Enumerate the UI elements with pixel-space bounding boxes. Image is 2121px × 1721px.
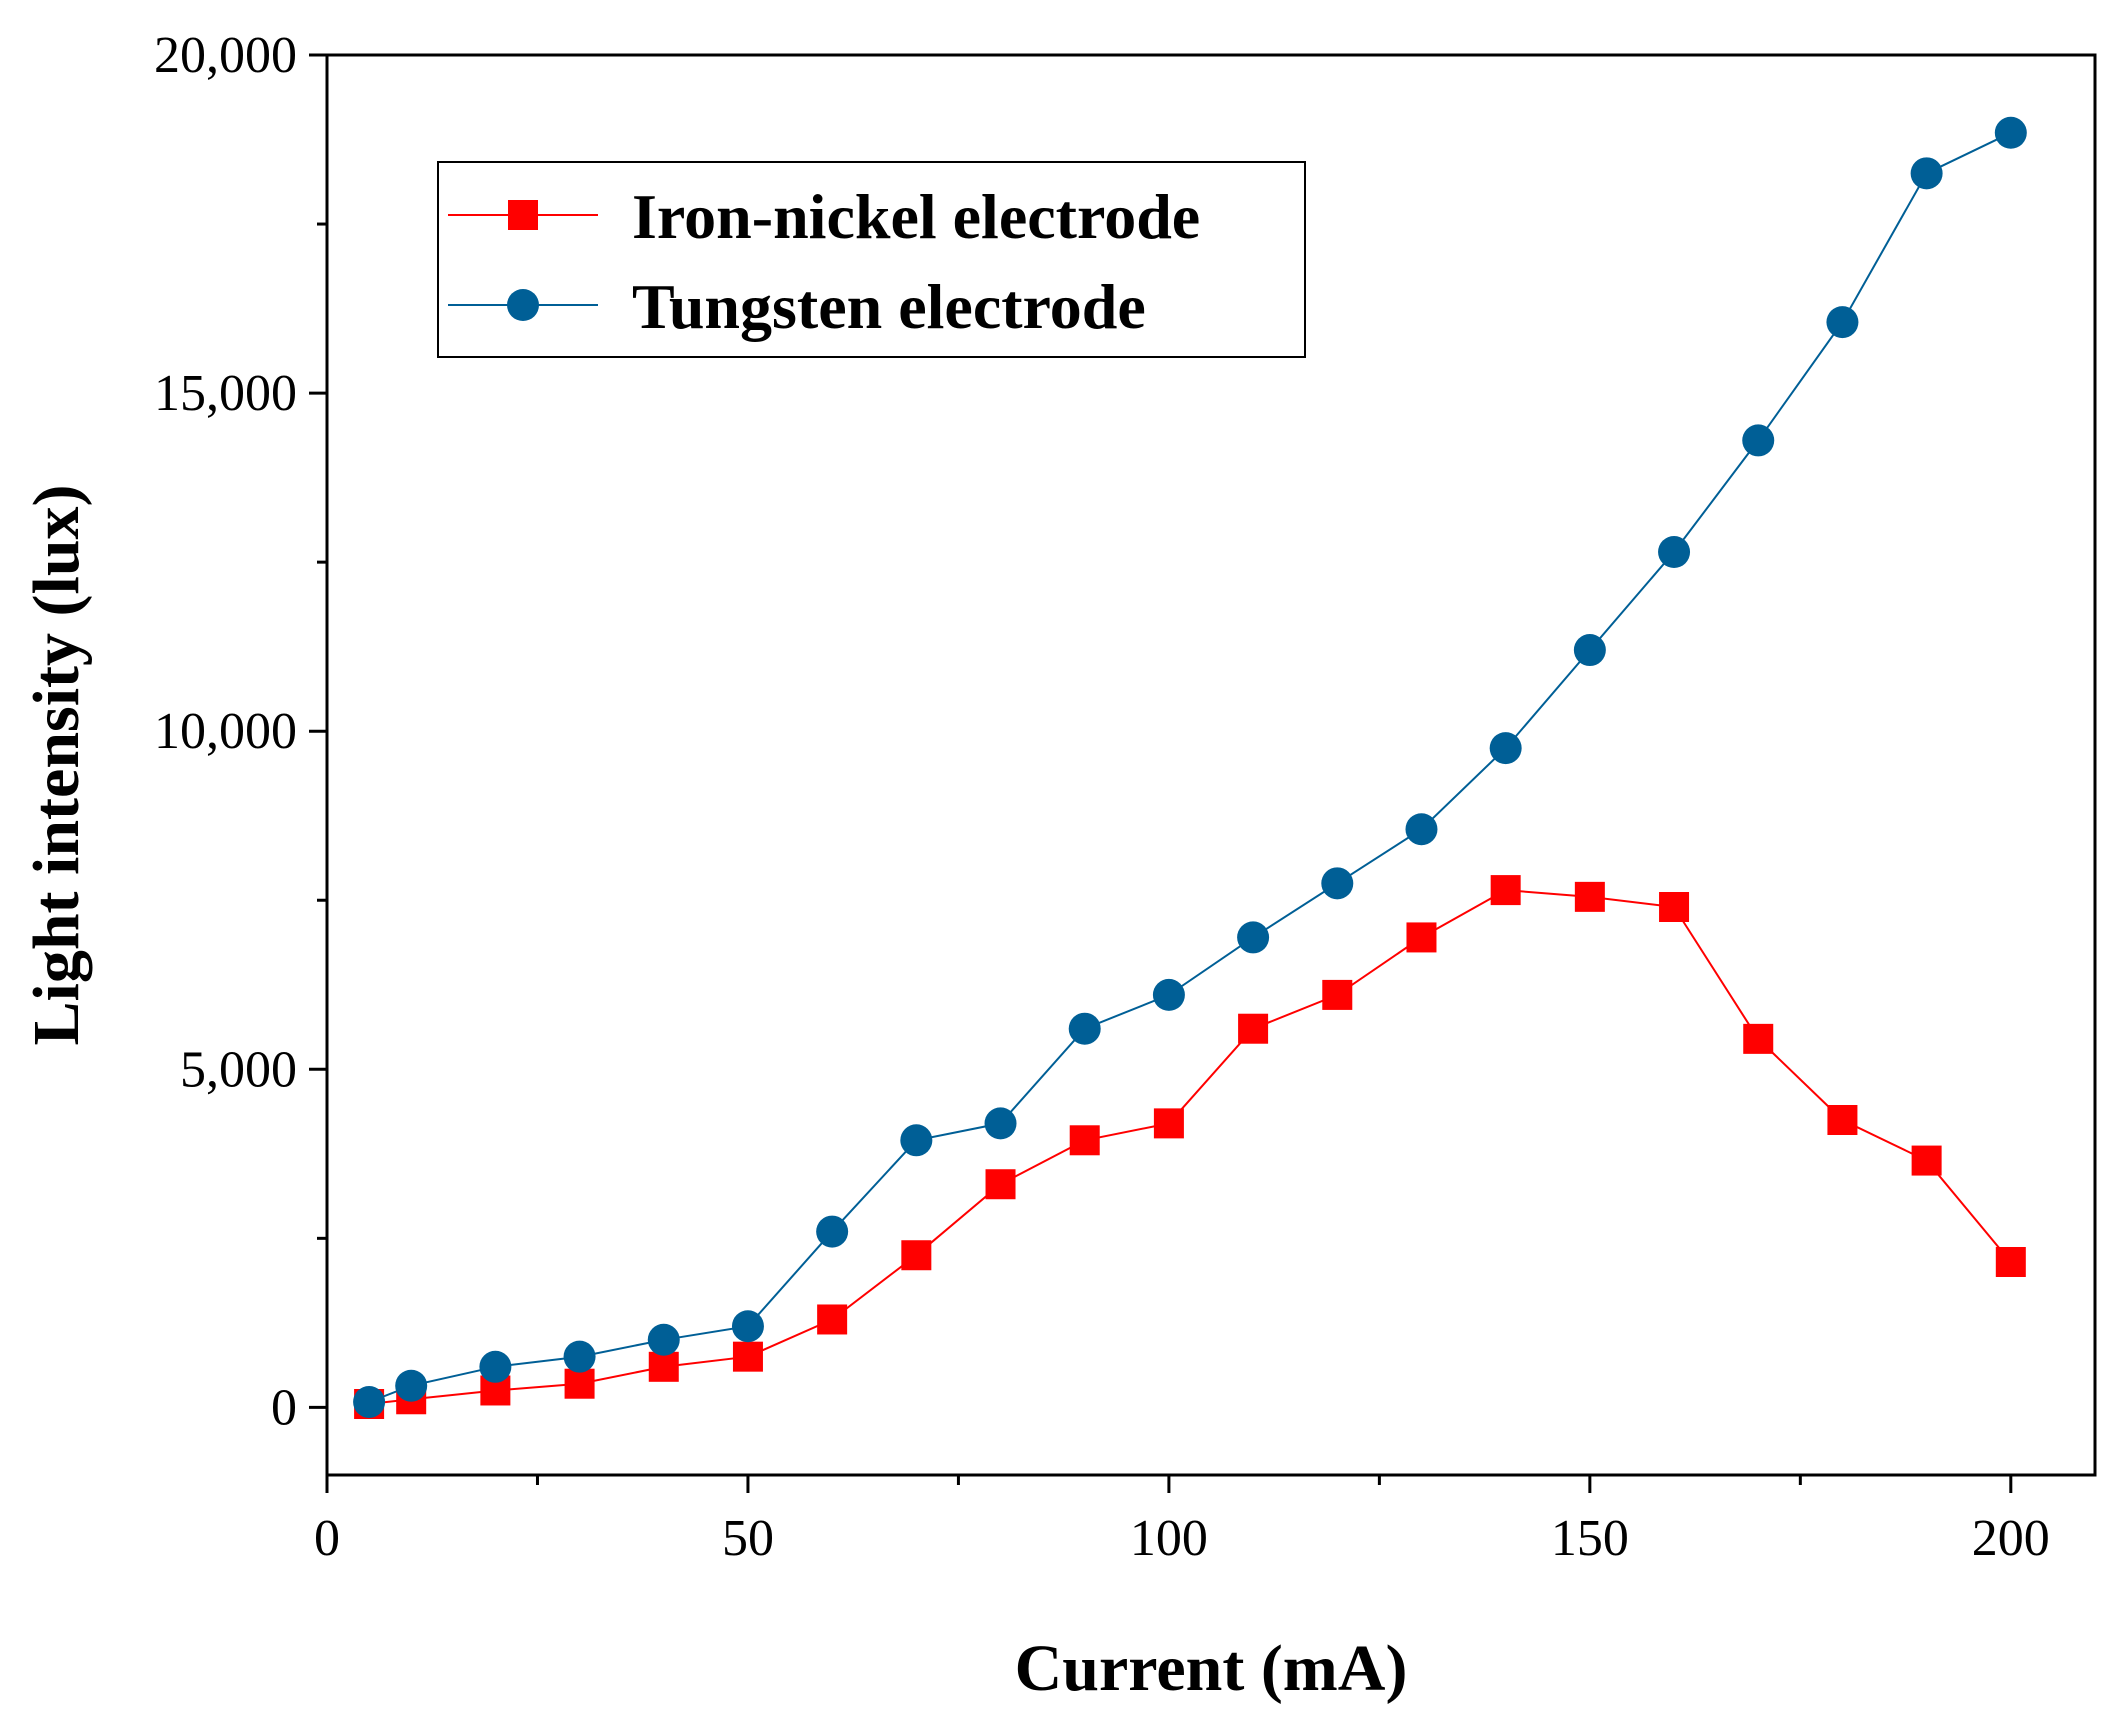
data-point-iron-nickel-electrode [1995, 1247, 2026, 1277]
data-point-iron-nickel-electrode [1827, 1105, 1858, 1135]
data-point-tungsten-electrode [1658, 536, 1691, 568]
y-axis-title: Light intensity (lux) [20, 484, 93, 1045]
data-point-iron-nickel-electrode [1406, 922, 1437, 953]
data-point-tungsten-electrode [984, 1107, 1017, 1140]
data-point-tungsten-electrode [353, 1385, 386, 1418]
data-point-tungsten-electrode [1237, 921, 1270, 954]
x-axis-title: Current (mA) [1015, 1632, 1408, 1705]
data-point-tungsten-electrode [1321, 867, 1354, 900]
data-point-tungsten-electrode [1742, 424, 1775, 457]
legend-label-iron-nickel: Iron-nickel electrode [632, 181, 1200, 252]
x-tick-label: 200 [1972, 1510, 2050, 1567]
data-point-iron-nickel-electrode [1743, 1023, 1774, 1054]
legend: Iron-nickel electrode Tungsten electrode [437, 161, 1306, 358]
data-point-iron-nickel-electrode [817, 1304, 848, 1335]
data-point-tungsten-electrode [1152, 978, 1185, 1011]
plot-frame [325, 53, 2097, 1477]
x-tick-label: 100 [1130, 1510, 1208, 1567]
x-tick-label: 0 [314, 1510, 340, 1567]
legend-marker-tungsten [507, 289, 539, 321]
data-point-tungsten-electrode [1910, 157, 1943, 190]
y-tick-label: 0 [271, 1379, 297, 1436]
data-point-tungsten-electrode [1994, 116, 2027, 149]
data-point-iron-nickel-electrode [985, 1169, 1016, 1200]
y-tick-label: 20,000 [154, 27, 297, 84]
legend-label-tungsten: Tungsten electrode [632, 271, 1146, 342]
data-point-tungsten-electrode [1573, 634, 1606, 667]
data-point-iron-nickel-electrode [1574, 881, 1605, 912]
data-point-tungsten-electrode [647, 1323, 680, 1356]
data-point-iron-nickel-electrode [732, 1341, 763, 1372]
y-tick-label: 10,000 [154, 703, 297, 760]
legend-box [437, 161, 1306, 358]
y-tick-label: 5,000 [180, 1041, 297, 1098]
data-point-tungsten-electrode [1489, 732, 1522, 765]
data-point-iron-nickel-electrode [1911, 1145, 1942, 1176]
x-axis-ticks: 0 50 100 150 200 [314, 1475, 2050, 1567]
data-point-tungsten-electrode [395, 1369, 428, 1402]
y-axis-ticks: 0 5,000 10,000 15,000 20,000 [154, 27, 327, 1436]
data-point-tungsten-electrode [563, 1340, 596, 1373]
data-point-tungsten-electrode [731, 1310, 764, 1343]
data-point-iron-nickel-electrode [564, 1368, 595, 1399]
data-point-tungsten-electrode [1826, 306, 1859, 339]
data-point-tungsten-electrode [479, 1350, 512, 1383]
data-point-iron-nickel-electrode [901, 1240, 932, 1271]
data-point-tungsten-electrode [816, 1215, 849, 1248]
y-tick-label: 15,000 [154, 365, 297, 422]
data-point-tungsten-electrode [1068, 1012, 1101, 1045]
data-point-iron-nickel-electrode [1490, 875, 1521, 906]
data-point-iron-nickel-electrode [648, 1351, 679, 1382]
data-point-iron-nickel-electrode [1069, 1125, 1100, 1156]
legend-marker-iron-nickel [508, 200, 538, 230]
data-point-iron-nickel-electrode [1322, 979, 1353, 1010]
data-point-iron-nickel-electrode [1659, 892, 1690, 922]
data-point-iron-nickel-electrode [1238, 1013, 1269, 1044]
data-point-iron-nickel-electrode [1153, 1108, 1184, 1139]
x-tick-label: 150 [1551, 1510, 1629, 1567]
data-point-tungsten-electrode [1405, 813, 1438, 846]
series-markers [353, 116, 2027, 1419]
x-tick-label: 50 [722, 1510, 774, 1567]
data-point-tungsten-electrode [900, 1124, 933, 1157]
